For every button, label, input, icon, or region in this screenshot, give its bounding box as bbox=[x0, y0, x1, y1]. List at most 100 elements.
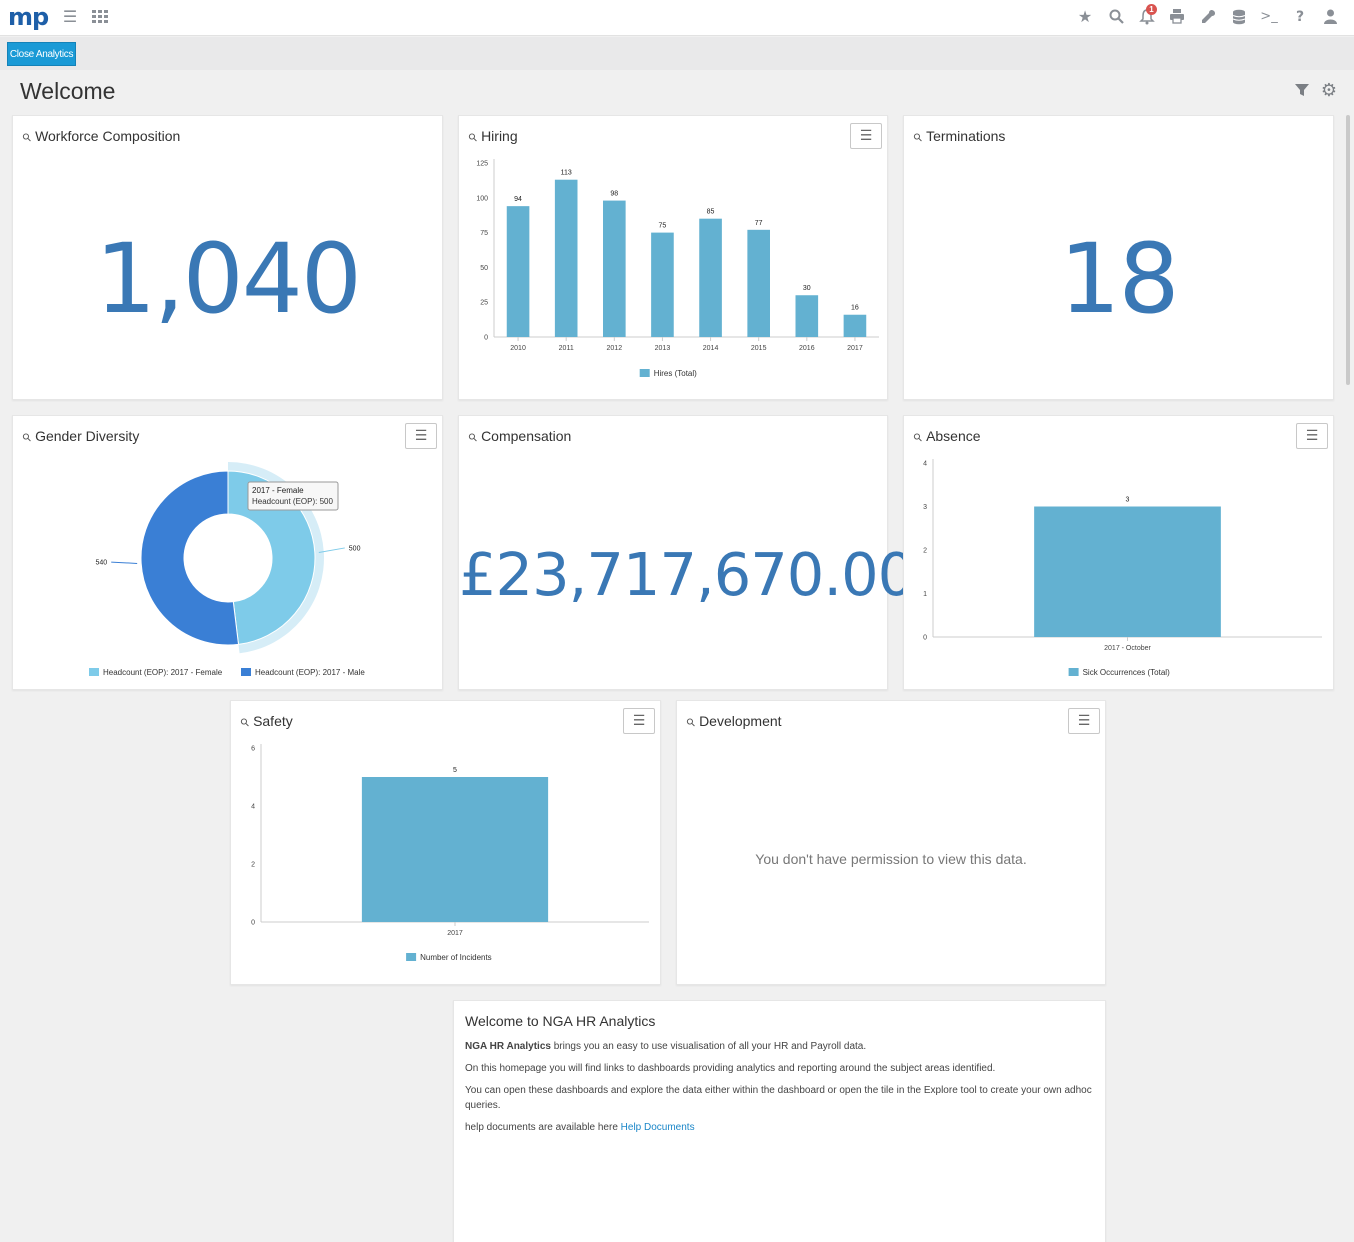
legend-swatch bbox=[1068, 668, 1079, 676]
hamburger-menu-icon[interactable]: ☰ bbox=[62, 7, 78, 26]
tooltip-box bbox=[247, 481, 339, 511]
tile-title[interactable]: ⚲Compensation bbox=[466, 428, 572, 445]
data-label-connector bbox=[318, 547, 345, 553]
tile-title[interactable]: ⚲Gender Diversity bbox=[20, 428, 140, 445]
y-tick-label: 75 bbox=[480, 230, 488, 237]
y-tick-label: 6 bbox=[251, 746, 255, 753]
page-scrollbar[interactable] bbox=[1346, 115, 1350, 385]
info-paragraph: NGA HR Analytics brings you an easy to u… bbox=[465, 1039, 1094, 1054]
data-label: 113 bbox=[561, 170, 572, 177]
x-tick-label: 2016 bbox=[799, 345, 815, 352]
data-label: 85 bbox=[707, 209, 715, 216]
tile-title[interactable]: ⚲Hiring bbox=[466, 128, 518, 145]
y-tick-label: 25 bbox=[480, 300, 488, 307]
bar bbox=[554, 179, 578, 337]
tile-title[interactable]: ⚲Safety bbox=[238, 713, 293, 730]
star-icon[interactable]: ★ bbox=[1077, 7, 1093, 26]
app-logo[interactable]: mp bbox=[8, 3, 49, 31]
chart-menu-button[interactable]: ☰ bbox=[1068, 708, 1100, 734]
hiring-chart: 0 25 50 75 100 125 94 2010 113 2011 98 2012 75 2013 85… bbox=[476, 159, 879, 378]
kpi-value: £23,717,670.00 bbox=[459, 540, 915, 609]
legend-swatch bbox=[89, 668, 99, 676]
close-analytics-button[interactable]: Close Analytics bbox=[7, 42, 76, 66]
search-icon[interactable] bbox=[1106, 7, 1126, 27]
legend-label: Number of Incidents bbox=[420, 953, 492, 962]
welcome-info-panel: Welcome to NGA HR Analytics NGA HR Analy… bbox=[453, 1000, 1106, 1242]
apps-grid-icon[interactable] bbox=[90, 7, 110, 27]
info-text: help documents are available here bbox=[465, 1122, 621, 1133]
tile-title[interactable]: ⚲Workforce Composition bbox=[19, 128, 181, 145]
data-label: 77 bbox=[755, 220, 763, 227]
tile-title[interactable]: ⚲Development bbox=[684, 713, 782, 730]
data-label: 500 bbox=[349, 545, 361, 552]
tile-terminations[interactable]: ⚲Terminations 18 bbox=[903, 115, 1334, 400]
tile-title-text: Gender Diversity bbox=[35, 428, 140, 444]
database-icon[interactable] bbox=[1229, 7, 1249, 27]
legend-label: Headcount (EOP): 2017 - Female bbox=[103, 668, 223, 677]
wrench-icon[interactable] bbox=[1198, 7, 1218, 27]
tile-hiring[interactable]: ⚲Hiring ☰ 0 25 50 75 100 125 94 2010 113 2011 98 20… bbox=[458, 115, 888, 400]
kpi-value: 1,040 bbox=[95, 223, 362, 335]
data-label: 94 bbox=[514, 196, 522, 203]
info-product-name: NGA HR Analytics bbox=[465, 1041, 551, 1052]
x-tick-label: 2017 bbox=[847, 345, 863, 352]
x-tick-label: 2015 bbox=[751, 345, 767, 352]
bar bbox=[651, 232, 674, 337]
y-tick-label: 4 bbox=[251, 804, 255, 811]
y-tick-label: 0 bbox=[251, 920, 255, 927]
tile-development[interactable]: ⚲Development ☰ You don't have permission… bbox=[676, 700, 1106, 985]
data-label: 3 bbox=[1126, 497, 1130, 504]
tile-title-text: Hiring bbox=[481, 128, 518, 144]
info-paragraph: You can open these dashboards and explor… bbox=[465, 1085, 1092, 1111]
data-label: 540 bbox=[96, 560, 108, 567]
legend-swatch bbox=[639, 369, 650, 377]
y-tick-label: 50 bbox=[480, 265, 488, 272]
help-icon[interactable]: ? bbox=[1295, 9, 1305, 25]
gear-icon[interactable]: ⚙ bbox=[1320, 80, 1338, 101]
tile-title[interactable]: ⚲Terminations bbox=[911, 128, 1006, 145]
tooltip-title: 2017 - Female bbox=[252, 486, 304, 495]
print-icon[interactable] bbox=[1167, 7, 1187, 27]
filter-icon[interactable] bbox=[1293, 82, 1311, 100]
legend-label: Hires (Total) bbox=[654, 369, 697, 378]
info-paragraph: help documents are available here Help D… bbox=[465, 1120, 1094, 1135]
bar bbox=[1034, 506, 1221, 637]
tile-gender-diversity[interactable]: ⚲Gender Diversity ☰ 500 540 2017 - Female H… bbox=[12, 415, 443, 690]
y-tick-label: 3 bbox=[923, 504, 927, 511]
legend-label: Headcount (EOP): 2017 - Male bbox=[255, 668, 365, 677]
donut-slice bbox=[140, 470, 240, 646]
data-label: 5 bbox=[453, 767, 457, 774]
x-tick-label: 2010 bbox=[510, 345, 526, 352]
data-label: 16 bbox=[851, 305, 859, 312]
tile-title-text: Absence bbox=[926, 428, 981, 444]
tile-title-text: Terminations bbox=[926, 128, 1006, 144]
chart-menu-button[interactable]: ☰ bbox=[1296, 423, 1328, 449]
bar bbox=[747, 229, 770, 337]
bar bbox=[795, 295, 819, 337]
y-tick-label: 4 bbox=[923, 461, 927, 468]
user-icon[interactable] bbox=[1320, 7, 1340, 27]
help-documents-link[interactable]: Help Documents bbox=[620, 1122, 695, 1133]
permission-message: You don't have permission to view this d… bbox=[755, 851, 1027, 867]
tile-workforce-composition[interactable]: ⚲Workforce Composition 1,040 bbox=[12, 115, 443, 400]
bar bbox=[699, 218, 722, 337]
y-tick-label: 100 bbox=[476, 195, 488, 202]
gender-chart: 500 540 2017 - Female Headcount (EOP): 500 H… bbox=[89, 462, 365, 677]
tile-safety[interactable]: ⚲Safety ☰ 0 2 4 6 5 2017 Number of Incidents bbox=[230, 700, 661, 985]
terminal-icon[interactable]: >_ bbox=[1260, 9, 1278, 24]
x-tick-label: 2012 bbox=[607, 345, 623, 352]
tile-title-text: Safety bbox=[253, 713, 293, 729]
data-label-connector bbox=[111, 561, 138, 564]
tooltip-value: Headcount (EOP): 500 bbox=[252, 497, 333, 506]
y-tick-label: 1 bbox=[923, 591, 927, 598]
tile-absence[interactable]: ⚲Absence ☰ 0 1 2 3 4 3 2017 - October Sick Occu… bbox=[903, 415, 1334, 690]
data-label: 98 bbox=[610, 191, 618, 198]
link-icon: ⚲ bbox=[19, 130, 35, 145]
tile-title-text: Workforce Composition bbox=[35, 128, 181, 144]
chart-menu-button[interactable]: ☰ bbox=[850, 123, 882, 149]
x-tick-label: 2014 bbox=[703, 345, 719, 352]
tile-title[interactable]: ⚲Absence bbox=[911, 428, 981, 445]
chart-menu-button[interactable]: ☰ bbox=[623, 708, 655, 734]
chart-menu-button[interactable]: ☰ bbox=[405, 423, 437, 449]
tile-compensation[interactable]: ⚲Compensation £23,717,670.00 bbox=[458, 415, 915, 690]
